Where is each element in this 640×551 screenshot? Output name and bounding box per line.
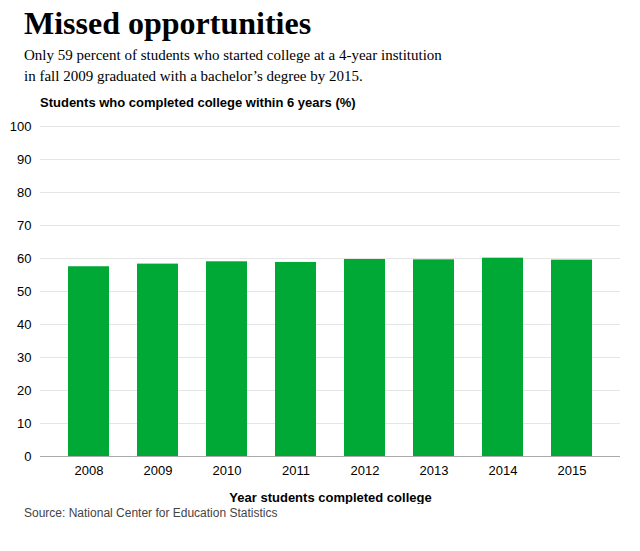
svg-text:2014: 2014 [489,463,518,478]
svg-text:50: 50 [17,284,31,299]
svg-text:20: 20 [17,383,31,398]
svg-text:Year students completed colleg: Year students completed college [229,490,431,505]
svg-text:2011: 2011 [282,463,310,478]
svg-text:30: 30 [17,350,31,365]
svg-text:90: 90 [17,152,31,167]
html-text:Missed opportunities: Missed opportunities [24,5,312,41]
html-text:Source: National Center for Ed: Source: National Center for Education St… [24,506,278,521]
svg-text:0: 0 [24,449,31,464]
svg-text:2015: 2015 [558,463,587,478]
svg-text:80: 80 [17,185,31,200]
svg-text:40: 40 [17,317,31,332]
svg-text:10: 10 [17,416,31,431]
svg-text:2008: 2008 [75,463,104,478]
svg-text:2013: 2013 [420,463,449,478]
svg-text:60: 60 [17,251,31,266]
svg-text:100: 100 [10,119,32,134]
svg-text:2012: 2012 [351,463,380,478]
html-text:Students who completed college: Students who completed college within 6 … [40,95,356,111]
svg-text:2009: 2009 [144,463,173,478]
html-text:Only 59 percent of students wh: Only 59 percent of students who started … [24,47,442,85]
svg-text:70: 70 [17,218,31,233]
svg-text:2010: 2010 [213,463,242,478]
